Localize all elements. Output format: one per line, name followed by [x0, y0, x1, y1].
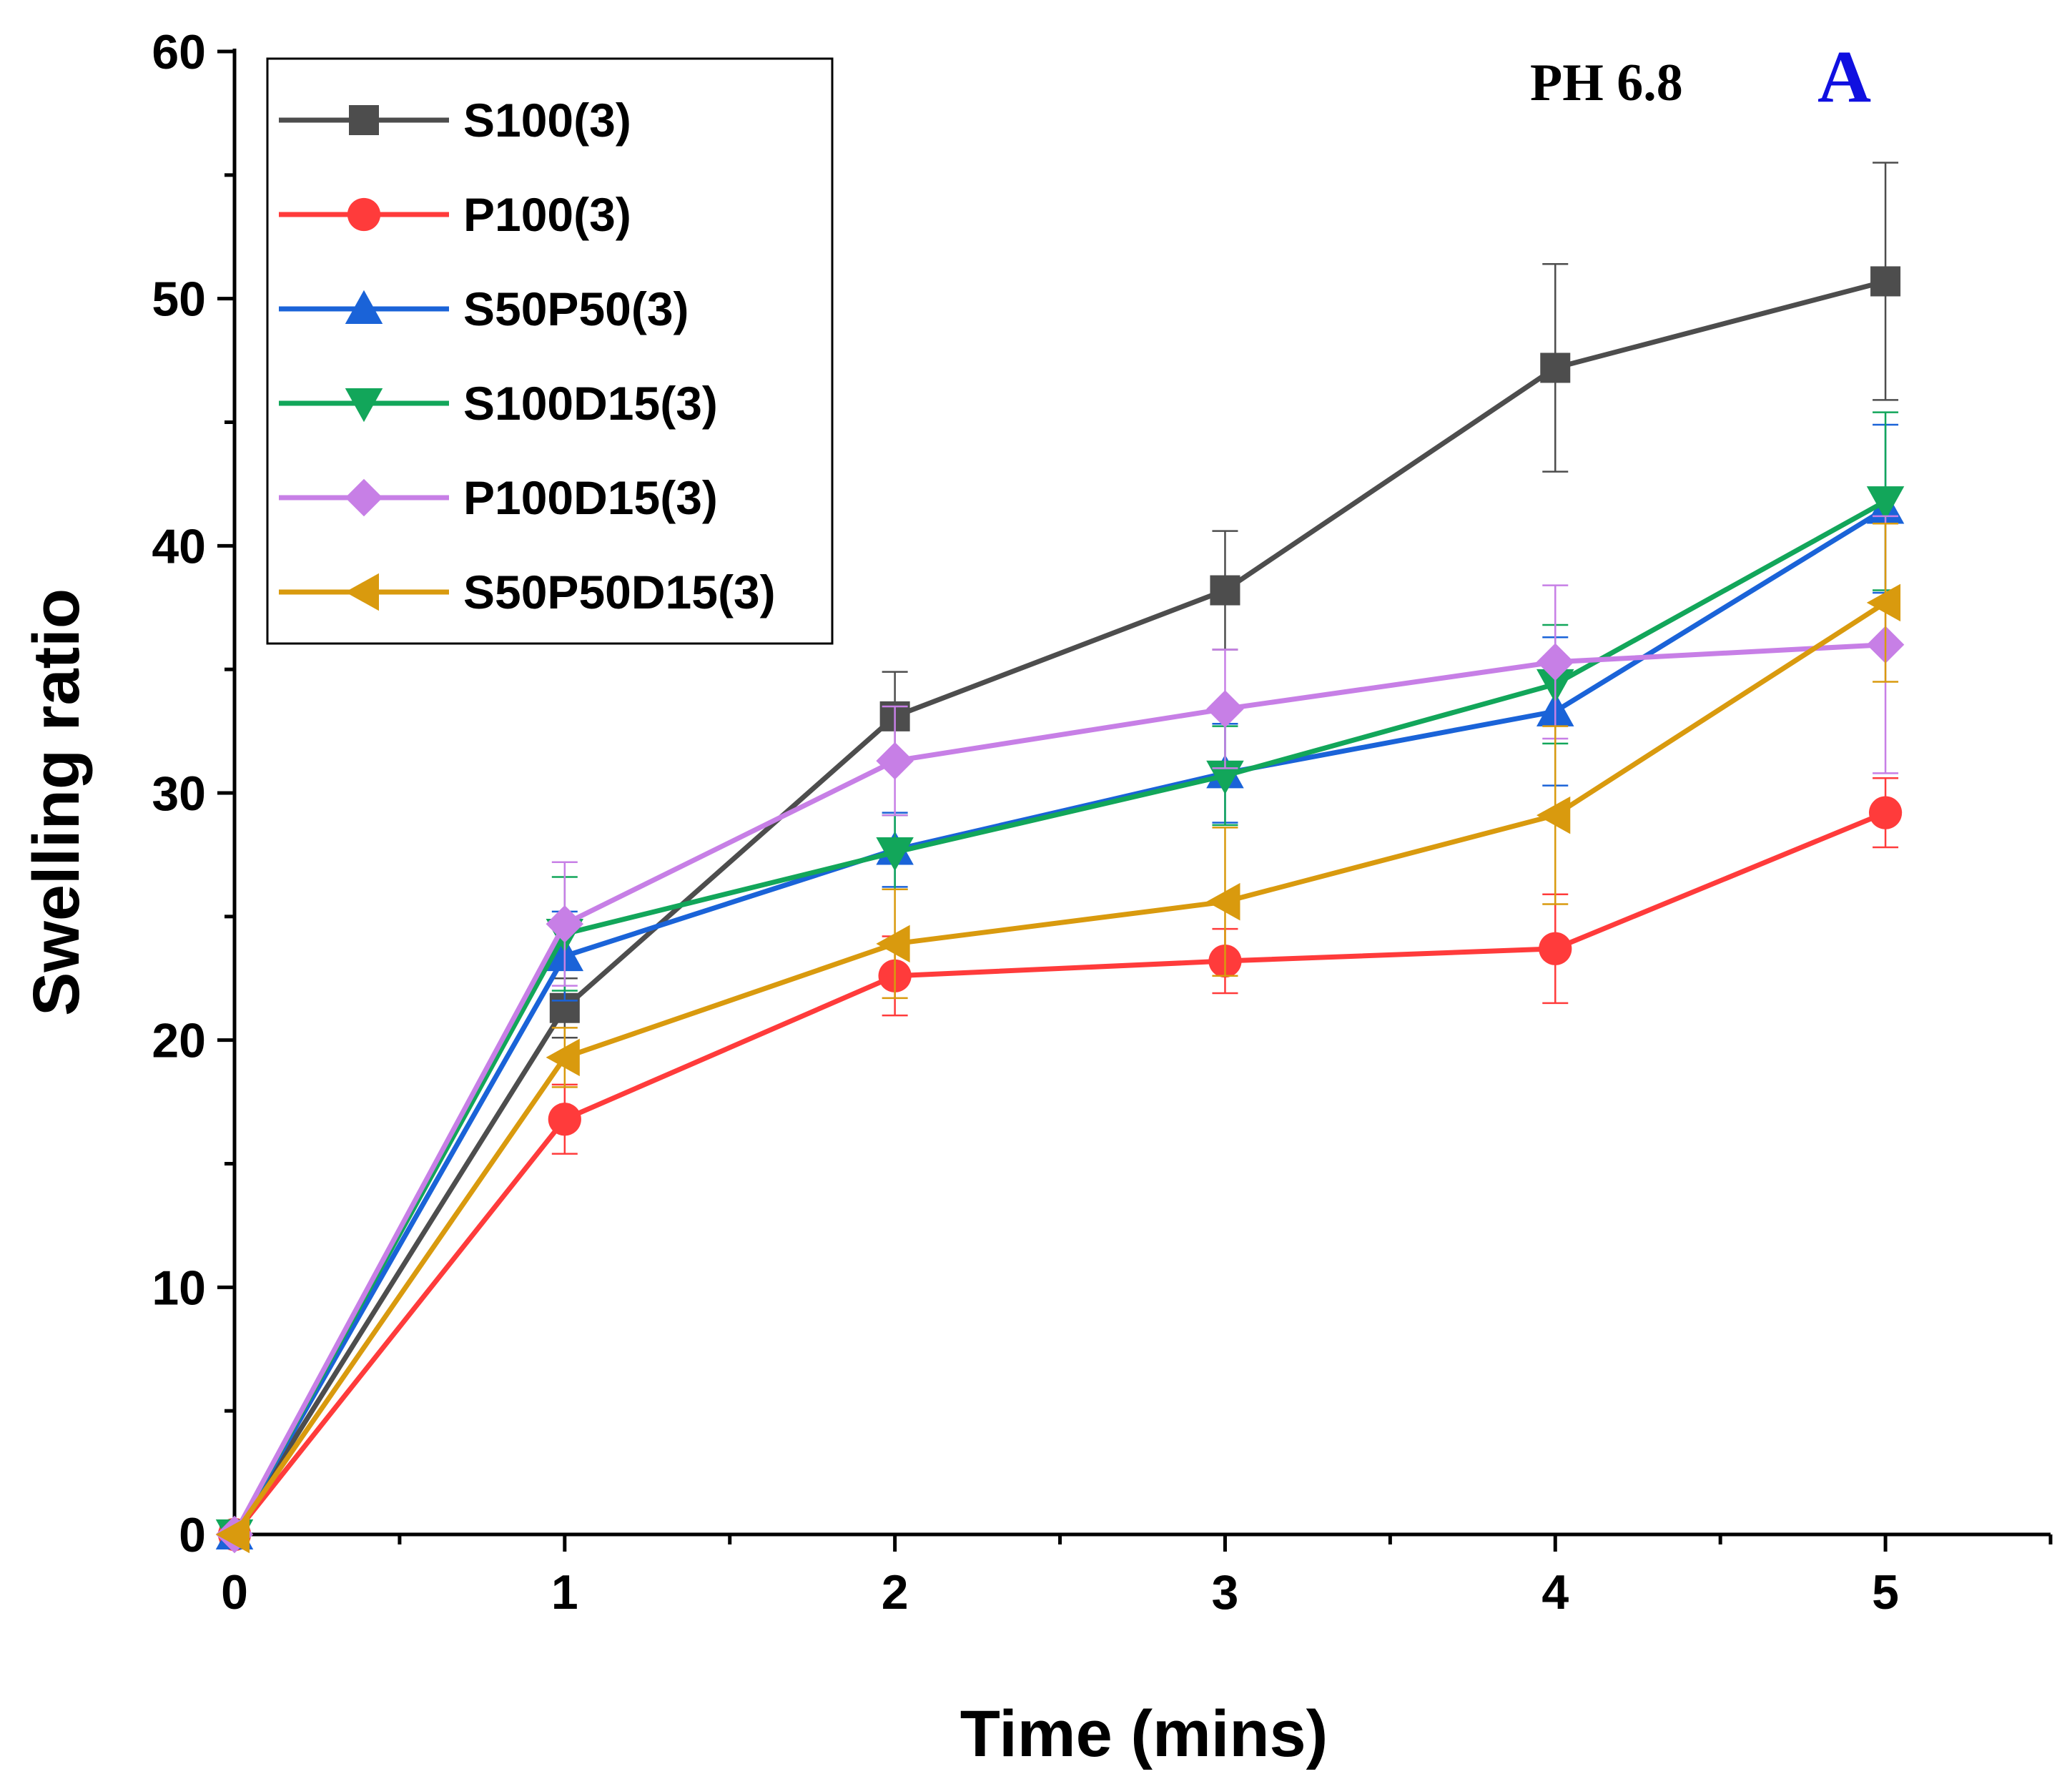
- y-tick-label: 30: [152, 767, 206, 821]
- series-line: [232, 279, 1886, 1536]
- y-tick-label: 60: [152, 25, 206, 79]
- data-point: [876, 925, 910, 963]
- data-point: [548, 1103, 581, 1136]
- legend-label: S100(3): [463, 94, 631, 147]
- data-point: [546, 905, 584, 943]
- x-tick-label: 1: [551, 1565, 578, 1620]
- legend-box: [266, 57, 834, 645]
- legend-marker: [345, 290, 383, 324]
- data-point: [215, 1515, 250, 1554]
- x-tick-label: 0: [221, 1565, 248, 1620]
- series-p100d15(3): [215, 515, 1905, 1554]
- data-point: [546, 1038, 580, 1077]
- data-point: [876, 837, 914, 872]
- legend-label: S100D15(3): [463, 377, 718, 430]
- legend-marker: [347, 197, 381, 232]
- data-point: [1536, 643, 1574, 681]
- condition-annotation: PH 6.8: [1530, 54, 1683, 112]
- y-tick-label: 0: [179, 1508, 206, 1562]
- legend-label: P100(3): [463, 188, 631, 241]
- data-point: [1870, 266, 1901, 297]
- data-point: [1868, 796, 1903, 829]
- panel-label: A: [1817, 36, 1871, 118]
- series-line: [232, 600, 1887, 1536]
- data-point: [876, 741, 914, 780]
- data-point: [1206, 690, 1244, 728]
- data-point: [1536, 796, 1571, 834]
- axes: 0 10 20 30 40 50 60 0 1 2 3 4 5: [152, 25, 2053, 1620]
- series-line: [232, 642, 1886, 1536]
- legend-marker: [345, 478, 383, 517]
- legend: S100(3) P100(3) S50P50(3) S100D15(3) P100D15…: [266, 57, 834, 645]
- legend-label: S50P50(3): [463, 282, 689, 335]
- legend-label: S50P50D15(3): [463, 566, 776, 618]
- data-point: [1206, 882, 1240, 921]
- series-line: [232, 810, 1887, 1537]
- series-line: [232, 499, 1887, 1536]
- data-point: [1866, 583, 1901, 622]
- x-tick-label: 4: [1541, 1565, 1569, 1620]
- data-point: [1866, 486, 1905, 521]
- x-tick-label: 3: [1212, 1565, 1239, 1620]
- data-point: [1539, 932, 1572, 965]
- x-tick-label: 5: [1872, 1565, 1899, 1620]
- series-s50p50d15(3): [215, 522, 1901, 1554]
- legend-marker: [345, 573, 379, 611]
- x-tick-label: 2: [882, 1565, 909, 1620]
- series-p100(3): [217, 777, 1903, 1552]
- y-tick-label: 50: [152, 272, 206, 327]
- data-point: [1210, 575, 1240, 606]
- y-tick-label: 20: [152, 1014, 206, 1068]
- legend-marker: [349, 105, 379, 135]
- legend-marker: [345, 388, 383, 423]
- series-layer: [215, 162, 1905, 1554]
- data-point: [1540, 353, 1571, 383]
- y-axis-title: Swelling ratio: [20, 588, 93, 1016]
- legend-label: P100D15(3): [463, 471, 718, 524]
- y-tick-label: 40: [152, 519, 206, 573]
- series-line: [232, 506, 1887, 1536]
- y-tick-label: 10: [152, 1261, 206, 1315]
- x-axis-title: Time (mins): [960, 1697, 1328, 1770]
